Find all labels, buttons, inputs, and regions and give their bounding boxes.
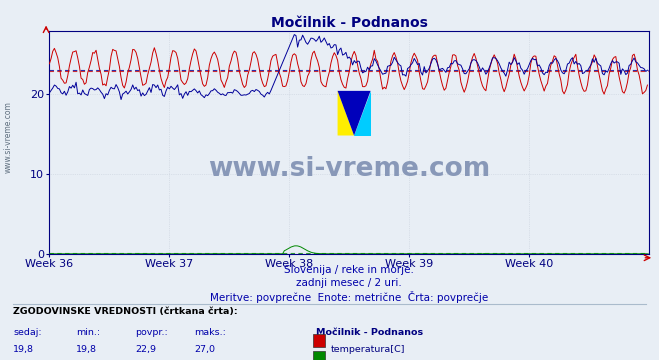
Text: 19,8: 19,8 [13, 345, 34, 354]
Text: www.si-vreme.com: www.si-vreme.com [3, 101, 13, 173]
Text: 22,9: 22,9 [135, 345, 156, 354]
Text: maks.:: maks.: [194, 328, 226, 337]
Text: sedaj:: sedaj: [13, 328, 42, 337]
Polygon shape [337, 91, 370, 135]
Text: temperatura[C]: temperatura[C] [331, 345, 405, 354]
Text: 19,8: 19,8 [76, 345, 97, 354]
Text: Meritve: povprečne  Enote: metrične  Črta: povprečje: Meritve: povprečne Enote: metrične Črta:… [210, 291, 488, 303]
Text: min.:: min.: [76, 328, 100, 337]
Text: Močilnik - Podnanos: Močilnik - Podnanos [271, 16, 428, 30]
Text: 27,0: 27,0 [194, 345, 215, 354]
Text: zadnji mesec / 2 uri.: zadnji mesec / 2 uri. [297, 278, 402, 288]
Polygon shape [354, 91, 370, 135]
Text: povpr.:: povpr.: [135, 328, 168, 337]
Polygon shape [337, 91, 354, 135]
Text: Slovenija / reke in morje.: Slovenija / reke in morje. [284, 265, 415, 275]
Text: ZGODOVINSKE VREDNOSTI (črtkana črta):: ZGODOVINSKE VREDNOSTI (črtkana črta): [13, 307, 238, 316]
Text: www.si-vreme.com: www.si-vreme.com [208, 156, 490, 182]
Text: Močilnik - Podnanos: Močilnik - Podnanos [316, 328, 424, 337]
